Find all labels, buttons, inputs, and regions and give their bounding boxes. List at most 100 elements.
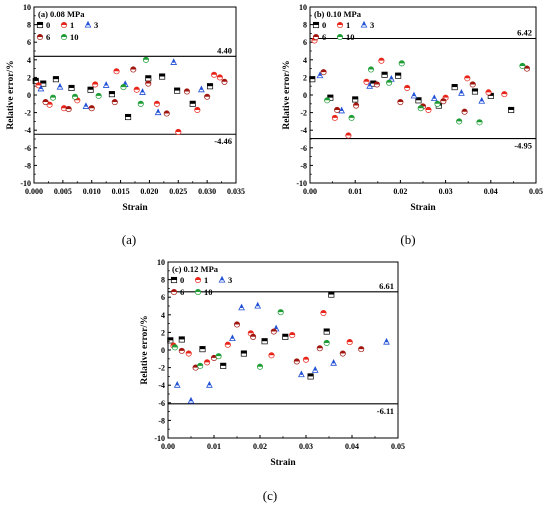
x-tick-label: 0.015 (112, 187, 130, 196)
marker-outline (395, 72, 402, 79)
marker-top (248, 330, 254, 334)
data-point (221, 78, 228, 85)
marker-top (476, 119, 483, 123)
x-tick-label: 0.05 (529, 187, 543, 196)
data-point (519, 62, 526, 70)
series-10 (324, 60, 526, 126)
marker-top (324, 97, 330, 101)
marker-top (208, 381, 211, 386)
marker-outline (240, 350, 247, 357)
data-point (211, 71, 218, 78)
x-tick-label: 0.03 (299, 442, 313, 451)
y-axis-label: Relative error/% (282, 60, 292, 129)
data-point (113, 68, 120, 75)
marker-top (353, 102, 359, 106)
data-point (192, 364, 199, 371)
marker-top (328, 291, 334, 295)
data-point (323, 328, 330, 335)
legend-label: 1 (204, 275, 208, 285)
legend-marker (36, 33, 44, 41)
x-tick-label: 0.035 (227, 187, 245, 196)
data-point (163, 110, 170, 117)
data-point (358, 346, 365, 353)
x-tick-label: 0.005 (54, 187, 72, 196)
data-point (216, 74, 223, 81)
marker-top (171, 277, 177, 280)
panel-caption: (a) (122, 232, 136, 247)
y-tick-label: -10 (296, 179, 307, 188)
data-point (307, 373, 314, 380)
reference-line-label: 6.42 (517, 28, 532, 38)
data-point (352, 96, 359, 103)
legend-label: 6 (322, 32, 326, 42)
marker-outline (36, 21, 44, 29)
marker-outline (282, 333, 289, 340)
marker-outline (189, 100, 196, 107)
y-tick-label: 4 (27, 56, 31, 65)
x-tick-label: 0.04 (484, 187, 498, 196)
marker-top (61, 34, 67, 37)
data-point (173, 381, 181, 388)
data-point (508, 106, 515, 114)
marker-outline (159, 73, 166, 80)
data-point (270, 328, 277, 335)
data-point (133, 86, 140, 93)
marker-outline (32, 77, 39, 84)
marker-top (324, 340, 330, 343)
marker-top (221, 79, 228, 82)
series-1 (311, 37, 508, 139)
marker-outline (68, 84, 75, 92)
marker-top (378, 57, 385, 61)
data-point (204, 93, 211, 100)
data-point (199, 346, 206, 353)
x-axis-label: Strain (410, 203, 436, 213)
marker-top (395, 72, 401, 76)
data-point (381, 71, 388, 78)
marker-top (125, 114, 131, 117)
marker-top (130, 66, 136, 70)
marker-top (324, 328, 330, 332)
marker-top (33, 78, 39, 81)
data-point (174, 87, 181, 94)
marker-top (172, 59, 176, 63)
marker-top (179, 348, 185, 351)
marker-top (104, 82, 108, 86)
x-axis-label: Strain (122, 203, 148, 213)
marker-top (352, 96, 358, 100)
data-point (485, 89, 492, 96)
series-0 (32, 73, 214, 121)
marker-top (234, 321, 240, 325)
marker-outline (451, 84, 458, 91)
data-point (461, 108, 468, 115)
marker-top (120, 84, 127, 88)
legend-label: 10 (70, 32, 79, 42)
marker-top (257, 364, 263, 367)
marker-outline (415, 97, 422, 104)
marker-top (485, 89, 492, 93)
legend-marker (218, 275, 226, 283)
marker-top (313, 34, 319, 37)
marker-top (154, 101, 160, 104)
data-point (464, 75, 471, 82)
data-point (366, 82, 374, 89)
marker-top (317, 345, 323, 349)
marker-outline (178, 336, 185, 343)
data-point (469, 81, 476, 88)
marker-top (141, 89, 144, 93)
marker-top (397, 99, 404, 103)
marker-top (368, 82, 372, 87)
data-point (194, 106, 201, 114)
marker-top (508, 107, 514, 110)
marker-top (432, 95, 436, 99)
marker-top (294, 358, 300, 362)
marker-top (204, 359, 210, 363)
marker-top (195, 289, 201, 292)
legend-marker (312, 33, 320, 41)
y-tick-label: 10 (23, 3, 31, 12)
y-tick-label: -4 (158, 381, 165, 390)
panel-caption: (b) (400, 232, 415, 247)
data-point (442, 94, 449, 101)
reference-line-label: 4.40 (217, 45, 232, 55)
